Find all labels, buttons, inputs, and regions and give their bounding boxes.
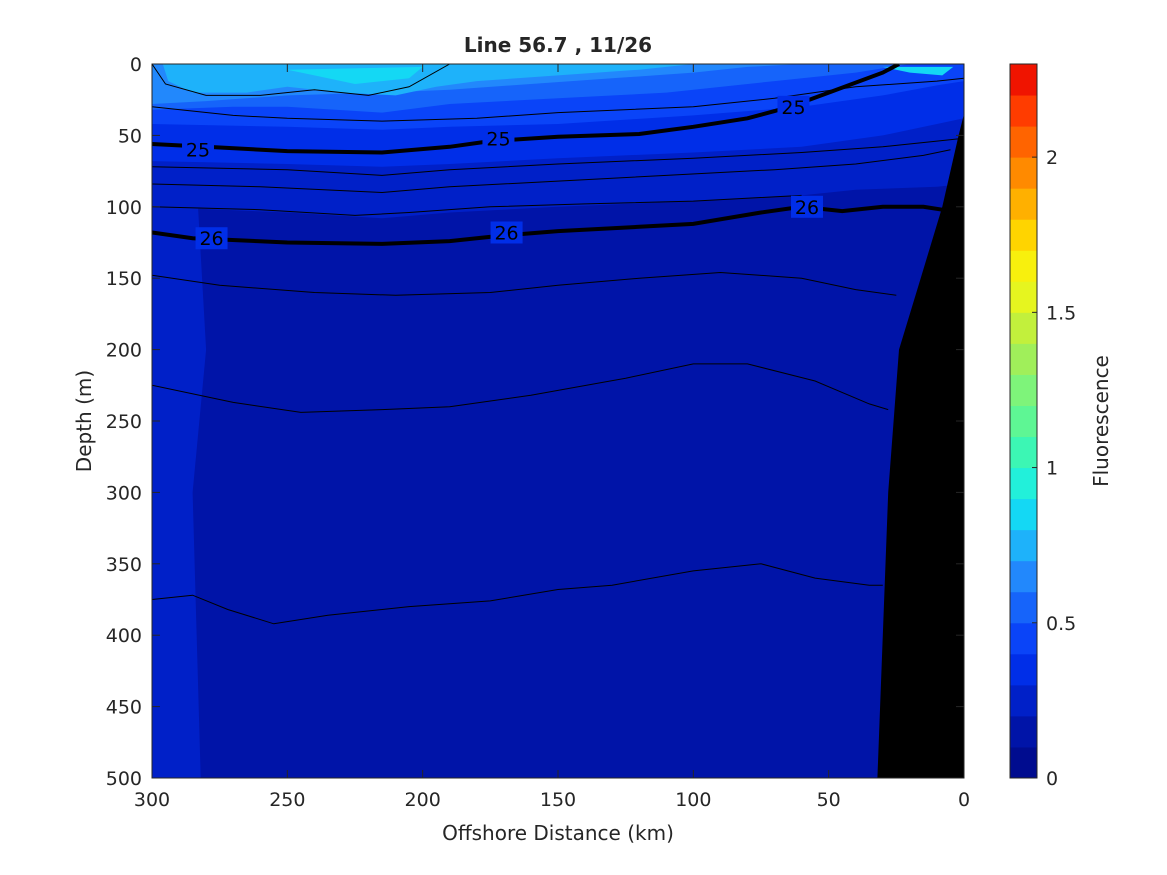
colorbar-swatch bbox=[1010, 281, 1037, 313]
contour-line-25 bbox=[152, 64, 900, 155]
contour-label: 25 bbox=[781, 97, 805, 119]
x-axis-label: Offshore Distance (km) bbox=[442, 821, 674, 845]
colorbar-swatch bbox=[1010, 95, 1037, 127]
fill-band-edge bbox=[152, 64, 207, 778]
colorbar-swatch bbox=[1010, 498, 1037, 531]
colorbar-swatch bbox=[1010, 746, 1037, 779]
contour-label-bg bbox=[777, 95, 810, 118]
x-tick-label: 0 bbox=[958, 789, 970, 811]
y-tick-label: 450 bbox=[106, 697, 142, 719]
colorbar-swatch bbox=[1010, 405, 1037, 438]
colorbar-swatch bbox=[1010, 312, 1037, 344]
isoline-4 bbox=[152, 194, 802, 216]
contour-label: 25 bbox=[186, 140, 210, 162]
fill-patch-0 bbox=[287, 66, 423, 84]
colorbar-swatch bbox=[1010, 684, 1037, 717]
colorbar-swatch bbox=[1010, 64, 1037, 96]
contour-label-bg bbox=[482, 127, 515, 150]
plot-area: 25 25 25 26 26 26 bbox=[152, 64, 964, 778]
colorbar-tick-label: 2 bbox=[1046, 147, 1058, 169]
x-tick-label: 150 bbox=[540, 789, 576, 811]
contour-fill-group: 25 25 25 26 26 26 bbox=[152, 64, 964, 778]
y-axis-label: Depth (m) bbox=[72, 370, 96, 472]
y-tick-label: 300 bbox=[106, 482, 142, 504]
x-tick-label: 300 bbox=[134, 789, 170, 811]
contour-label-bg bbox=[195, 227, 228, 250]
isoline-3 bbox=[152, 149, 951, 194]
colorbar: 0 0.5 1 1.5 2 bbox=[1009, 63, 1076, 790]
y-tick-label: 350 bbox=[106, 554, 142, 576]
axes: 300 250 200 150 100 50 00501001502002503003504… bbox=[106, 54, 970, 811]
colorbar-tick-label: 1.5 bbox=[1046, 302, 1076, 324]
colorbar-swatch bbox=[1010, 343, 1037, 375]
colorbar-tick-label: 1 bbox=[1046, 458, 1058, 480]
contour-label: 26 bbox=[494, 223, 518, 245]
y-tick-label: 500 bbox=[106, 768, 142, 790]
colorbar-tick-label: 0.5 bbox=[1046, 613, 1076, 635]
contour-label: 26 bbox=[199, 228, 223, 250]
x-tick-label: 50 bbox=[817, 789, 841, 811]
y-tick-label: 250 bbox=[106, 411, 142, 433]
colorbar-swatch bbox=[1010, 591, 1037, 624]
colorbar-swatch bbox=[1010, 219, 1037, 251]
colorbar-swatch bbox=[1010, 157, 1037, 189]
y-tick-label: 150 bbox=[106, 268, 142, 290]
colorbar-swatch bbox=[1010, 715, 1037, 748]
colorbar-swatch bbox=[1010, 653, 1037, 686]
colorbar-label: Fluorescence bbox=[1089, 355, 1113, 487]
contour-label: 26 bbox=[795, 197, 819, 219]
colorbar-swatch bbox=[1010, 436, 1037, 469]
isoline-7 bbox=[152, 563, 883, 625]
contour-label-bg bbox=[791, 195, 824, 218]
contour-label-bg bbox=[182, 138, 215, 161]
colorbar-swatch bbox=[1010, 250, 1037, 282]
colorbar-tick-label: 0 bbox=[1046, 768, 1058, 790]
y-tick-label: 400 bbox=[106, 625, 142, 647]
bathymetry-mask bbox=[877, 114, 964, 778]
x-tick-label: 200 bbox=[405, 789, 441, 811]
y-tick-label: 0 bbox=[130, 54, 142, 76]
contour-line-26 bbox=[152, 204, 943, 246]
fill-patch-1 bbox=[882, 66, 954, 76]
colorbar-swatch bbox=[1010, 622, 1037, 655]
colorbar-swatch bbox=[1010, 126, 1037, 158]
isoline-6 bbox=[152, 363, 889, 413]
colorbar-swatch bbox=[1010, 467, 1037, 500]
contour-label: 25 bbox=[486, 128, 510, 150]
x-tick-label: 100 bbox=[675, 789, 711, 811]
y-tick-label: 50 bbox=[118, 125, 142, 147]
isoline-1 bbox=[152, 77, 964, 122]
x-tick-label: 250 bbox=[269, 789, 305, 811]
y-tick-label: 100 bbox=[106, 197, 142, 219]
colorbar-swatch bbox=[1010, 529, 1037, 562]
contour-label-bg bbox=[490, 221, 523, 244]
colorbar-swatch bbox=[1010, 560, 1037, 593]
colorbar-frame bbox=[1009, 63, 1038, 779]
colorbar-swatch bbox=[1010, 374, 1037, 406]
isoline-5 bbox=[152, 271, 897, 296]
colorbar-swatch bbox=[1010, 188, 1037, 220]
chart-title: Line 56.7 , 11/26 bbox=[464, 33, 652, 57]
isoline-2 bbox=[152, 137, 964, 176]
y-tick-label: 200 bbox=[106, 340, 142, 362]
isoline-0 bbox=[152, 64, 450, 96]
